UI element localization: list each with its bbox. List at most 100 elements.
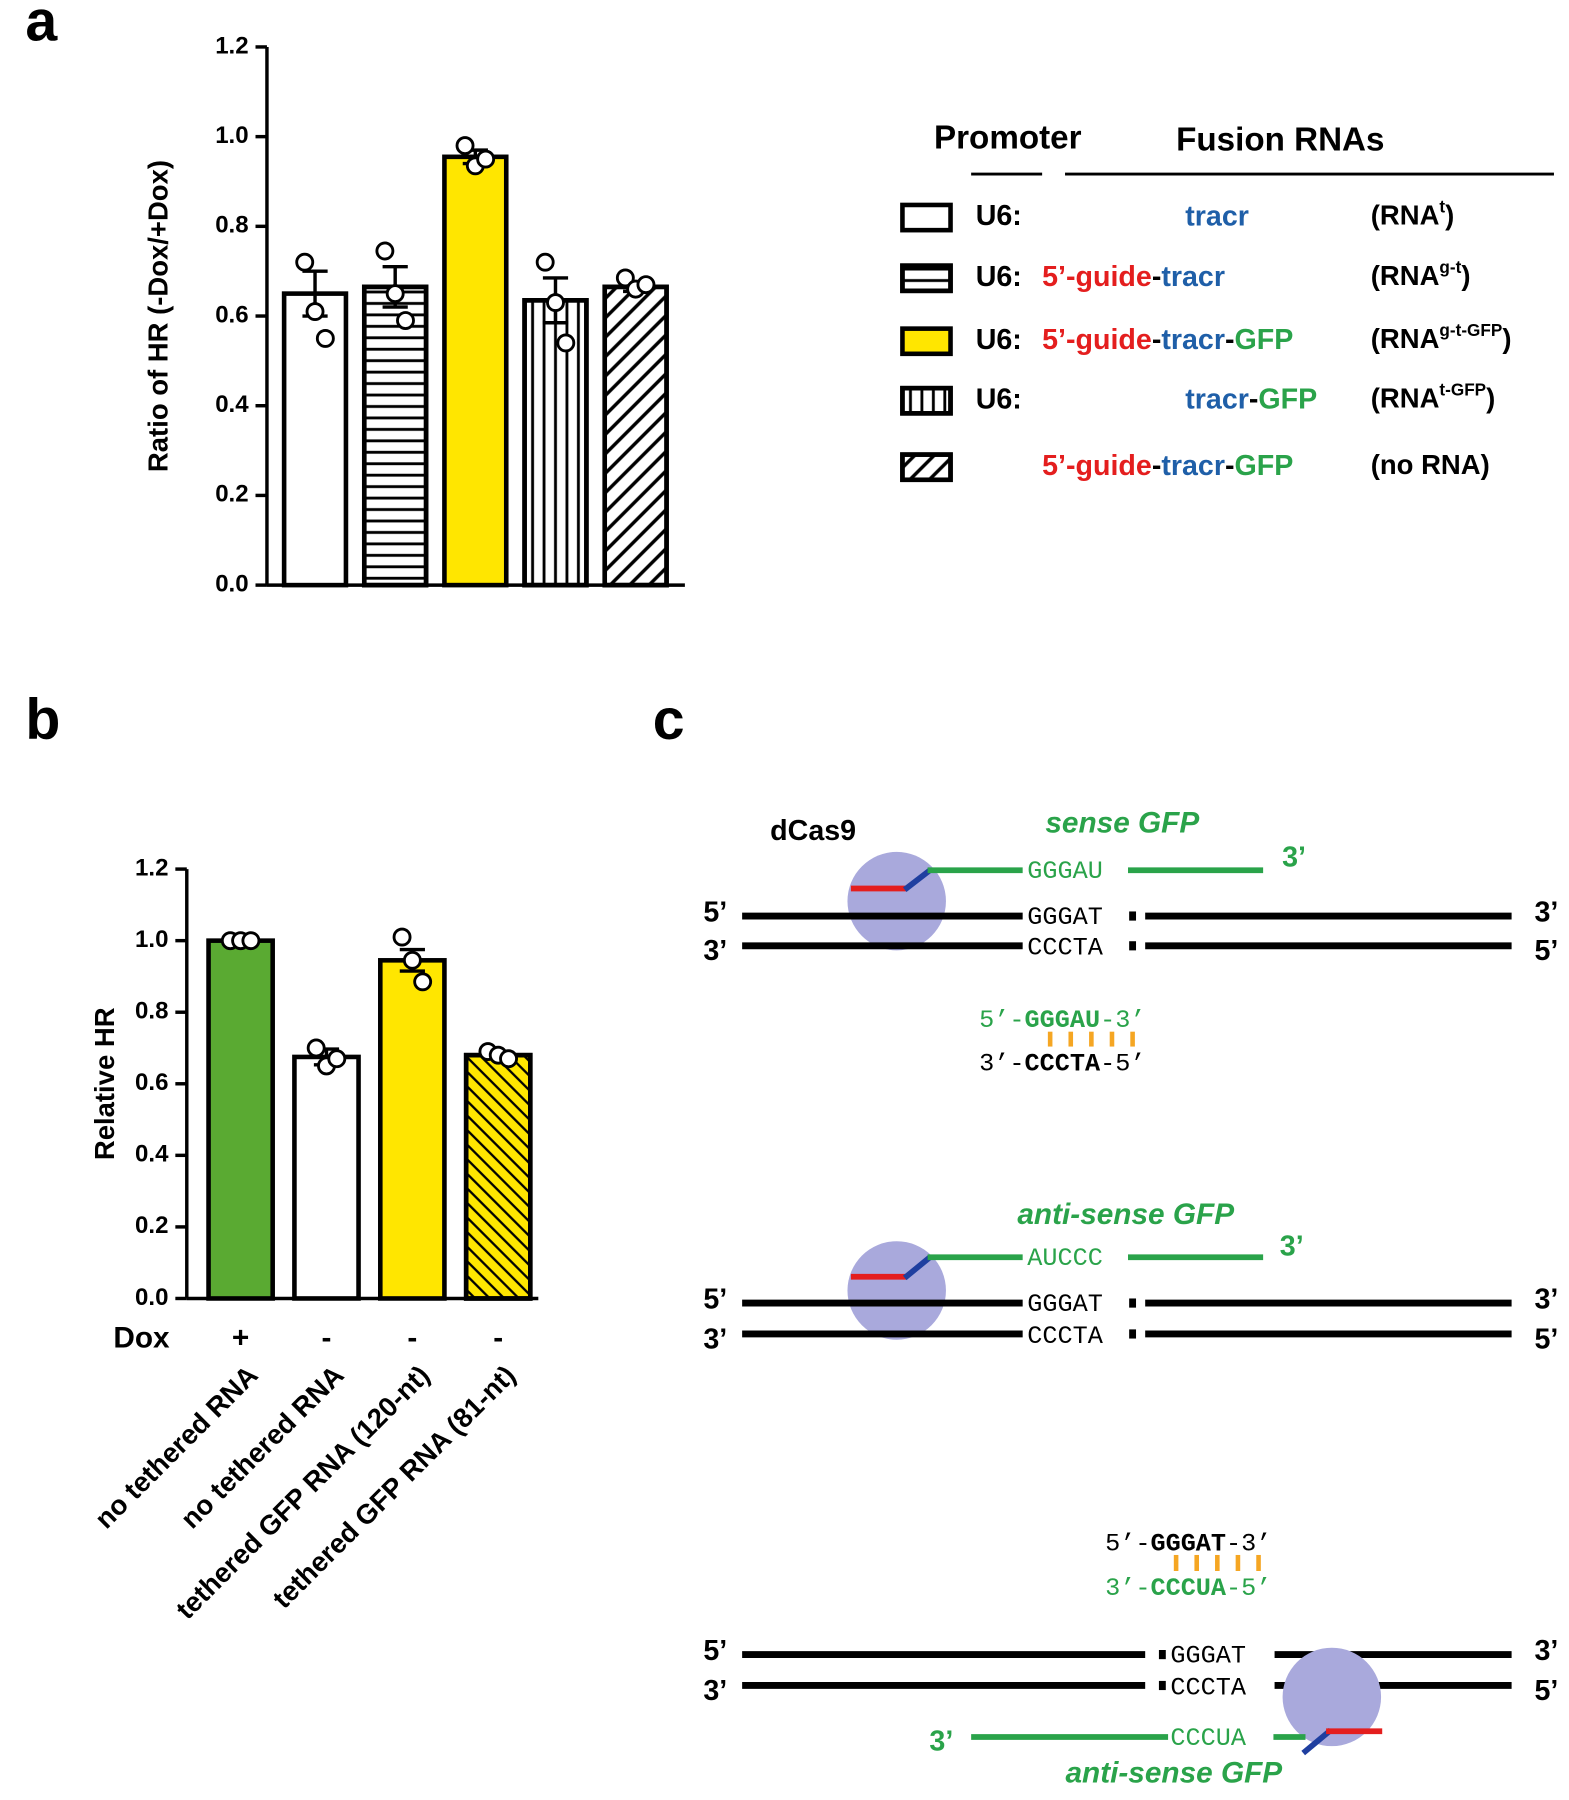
nick — [1158, 1680, 1166, 1691]
legend-swatch — [900, 326, 953, 357]
bar-hatch — [361, 284, 429, 588]
legend-part: GFP — [1258, 383, 1317, 415]
bar-hatch — [463, 1052, 533, 1301]
dcas9 — [847, 851, 946, 951]
bar — [378, 958, 447, 1301]
legend-promoter: U6: — [976, 261, 1022, 293]
tracr — [902, 1255, 932, 1281]
rna-end: 3’ — [1282, 841, 1306, 873]
legend-part: - — [1152, 450, 1162, 482]
legend-fusion: 5’-guide-tracr-GFP — [1042, 324, 1293, 356]
row-value: - — [493, 1322, 503, 1355]
dna-seq: GGGAT — [1027, 903, 1103, 932]
rna-seq: AUCCC — [1027, 1244, 1103, 1273]
diagram-structure: GGGAT CCCTA 5’ 3’ 3’ 5’ AUCCC 3’ anti-se… — [703, 1198, 1558, 1356]
strand-end: 5’ — [703, 1635, 727, 1667]
x-tick-label: no tethered RNA — [174, 1359, 349, 1534]
dna-seq: CCCTA — [1027, 934, 1103, 963]
legend-label-part: ) — [1461, 261, 1470, 292]
y-tick-label: 0.4 — [135, 1141, 169, 1168]
legend-header: Fusion RNAs — [1176, 122, 1384, 159]
legend-promoter: U6: — [976, 383, 1022, 415]
legend-label-part: ) — [1445, 200, 1454, 231]
pairing: 5’-GGGAT-3’ — [1105, 1529, 1271, 1558]
legend-label-part: (RNA — [1371, 383, 1440, 414]
legend-label-part: ) — [1486, 383, 1495, 414]
y-tick-label: 1.2 — [135, 854, 168, 881]
legend-label: (RNAg-t) — [1371, 257, 1471, 292]
row-value: - — [322, 1322, 332, 1355]
row-value: + — [232, 1322, 249, 1355]
data-point — [305, 302, 325, 321]
panel-label: c — [653, 688, 685, 752]
data-point — [402, 950, 422, 970]
y-tick-label: 0.0 — [215, 570, 248, 597]
legend-part: - — [1225, 324, 1235, 356]
data-point — [396, 311, 415, 330]
data-point — [546, 293, 565, 313]
nick — [1158, 1650, 1166, 1660]
legend-label-part: ) — [1502, 323, 1511, 354]
strand-end: 3’ — [1535, 896, 1559, 928]
bar — [281, 291, 349, 588]
data-point — [306, 1038, 326, 1058]
y-tick-label: 1.0 — [135, 926, 168, 953]
pairing: 3’-CCCTA-5’ — [979, 1049, 1145, 1078]
bar-hatch — [602, 284, 669, 588]
dna-seq: GGGAT — [1027, 1290, 1103, 1319]
legend-part: - — [1152, 261, 1162, 293]
strand-end: 5’ — [1535, 1323, 1559, 1355]
bar-hatch — [900, 452, 953, 483]
data-point — [315, 329, 335, 348]
data-point — [413, 972, 433, 992]
rna-name: sense GFP — [1045, 806, 1199, 839]
legend-part: 5’-guide — [1042, 324, 1152, 356]
legend-label-part: (RNA — [1371, 261, 1440, 292]
legend-label: (RNAt) — [1371, 196, 1455, 231]
strand-end: 3’ — [703, 1675, 727, 1707]
data-point — [385, 284, 405, 304]
legend-fusion: 5’-guide-tracr — [1042, 261, 1225, 293]
data-point — [615, 268, 635, 288]
rna-end: 3’ — [1280, 1231, 1304, 1263]
data-point — [636, 275, 656, 295]
panel-label: a — [25, 0, 58, 53]
y-tick-label: 0.6 — [215, 301, 248, 328]
legend-label: (RNAg-t-GFP) — [1371, 320, 1512, 355]
pairing: 3’-CCCUA-5’ — [1105, 1574, 1271, 1603]
y-tick-label: 1.0 — [215, 122, 248, 149]
pairing: 5’-GGGAU-3’ — [979, 1006, 1145, 1035]
nick — [1129, 941, 1137, 951]
nick — [1129, 1329, 1137, 1339]
y-tick-label: 0.8 — [135, 998, 168, 1025]
bar — [292, 1054, 361, 1301]
dna-seq: CCCTA — [1170, 1673, 1246, 1702]
strand-end: 5’ — [1535, 935, 1559, 967]
bar — [206, 938, 275, 1301]
strand-end: 3’ — [1535, 1635, 1559, 1667]
legend-part: 5’-guide — [1042, 450, 1152, 482]
data-point — [499, 1049, 518, 1069]
data-point — [295, 252, 315, 272]
dna-seq: GGGAT — [1170, 1641, 1246, 1670]
data-point — [556, 333, 576, 353]
x-tick-label: no tethered RNA — [89, 1359, 264, 1534]
base-pairs — [1173, 1554, 1261, 1571]
legend-part: GFP — [1235, 450, 1294, 482]
y-axis-title: Relative HR — [89, 1007, 120, 1160]
legend-label: (RNAt-GFP) — [1371, 379, 1496, 414]
strand-end: 5’ — [1535, 1675, 1559, 1707]
nick — [1129, 1298, 1137, 1308]
nick — [1129, 911, 1137, 921]
legend-label-part: t — [1439, 196, 1445, 216]
data-point — [455, 136, 475, 156]
bar — [442, 154, 509, 588]
legend-part: tracr — [1185, 383, 1249, 415]
legend-part: - — [1225, 450, 1235, 482]
panel-label: b — [25, 688, 60, 752]
legend-part: GFP — [1235, 324, 1294, 356]
data-point — [535, 252, 555, 272]
legend-header: Promoter — [934, 119, 1082, 156]
tracr — [902, 867, 932, 892]
rna-seq: GGGAU — [1027, 857, 1103, 886]
